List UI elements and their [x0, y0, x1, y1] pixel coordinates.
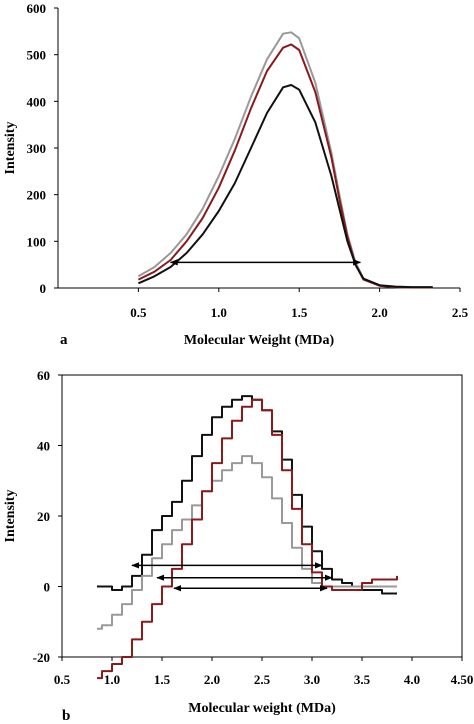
panel-label: a	[60, 332, 68, 348]
y-tick-label: 0	[40, 281, 47, 296]
y-tick-label: 200	[27, 188, 47, 203]
x-tick-label: 1.0	[211, 305, 227, 320]
x-axis-title: Molecular Weight (MDa)	[184, 333, 335, 348]
y-tick-label: 20	[37, 509, 50, 524]
x-tick-label: 1.5	[291, 305, 308, 320]
x-tick-label: 2.0	[204, 672, 220, 687]
y-tick-label: 60	[37, 368, 50, 383]
chart-panel-a: 0 100 200 300 400 500 600 0.5 1.0 1.5 2.0 2.5 Intens…	[3, 1, 469, 348]
panel-label: b	[62, 708, 70, 724]
y-tick-label: 40	[37, 439, 50, 454]
series-line-3	[97, 398, 398, 680]
x-tick-label: 4.0	[404, 672, 420, 687]
y-tick-label: 100	[27, 234, 47, 249]
x-tick-label: 1.5	[154, 672, 171, 687]
y-tick-label: -20	[33, 650, 50, 665]
series-line-3	[138, 84, 433, 289]
y-tick-label: 0	[44, 580, 51, 595]
x-tick-label: 3.0	[304, 672, 320, 687]
x-axis-title: Molecular weight (MDa)	[188, 701, 336, 716]
y-tick-label: 600	[27, 1, 47, 16]
y-tick-label: 500	[27, 48, 47, 63]
y-axis-title: Intensity	[3, 490, 18, 543]
y-tick-label: 300	[27, 141, 47, 156]
x-tick-label: 0.5	[54, 672, 71, 687]
x-tick-label: 1.0	[104, 672, 120, 687]
series-line-2	[97, 455, 397, 630]
x-tick-label: 2.5	[452, 305, 469, 320]
x-tick-label: 0.5	[130, 305, 147, 320]
chart-panel-b: -20 0 20 40 60 0.5 1.0 1.5 2.0 2.5 3.0 3.5 4.0 4.50 In…	[3, 368, 473, 724]
y-axis-title: Intensity	[3, 122, 18, 175]
x-tick-label: 3.5	[354, 672, 371, 687]
series-line-2	[137, 43, 433, 289]
series-line-1	[97, 395, 397, 595]
x-tick-label: 4.50	[451, 672, 474, 687]
x-tick-label: 2.5	[254, 672, 271, 687]
y-tick-label: 400	[27, 94, 47, 109]
series-line-1	[137, 31, 433, 289]
x-tick-label: 2.0	[371, 305, 387, 320]
